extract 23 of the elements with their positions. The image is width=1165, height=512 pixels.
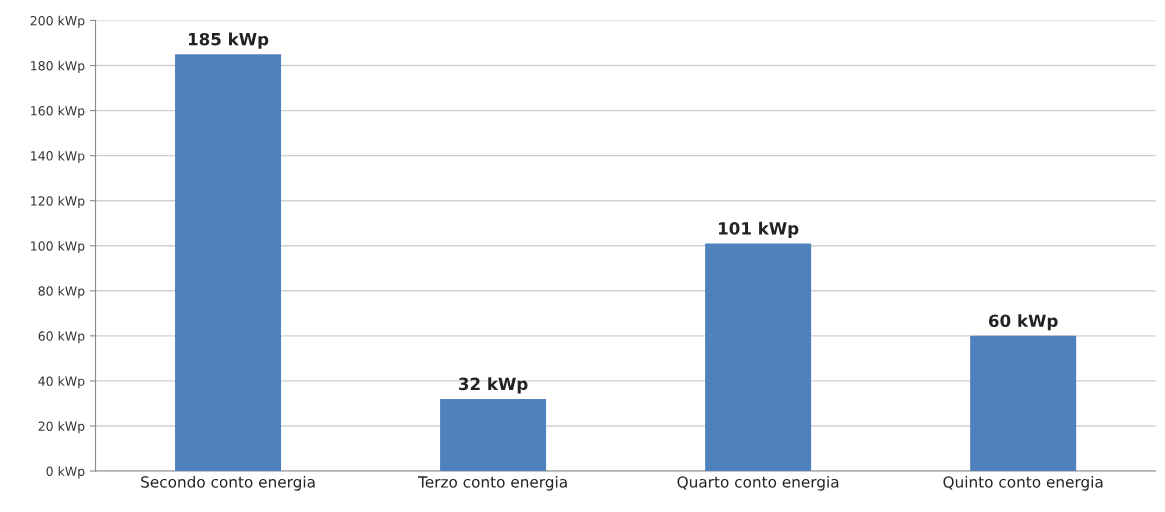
bar (175, 54, 282, 472)
y-tick-label: 120 kWp (31, 195, 85, 209)
y-tick-label: 40 kWp (38, 376, 85, 389)
data-label: 185 kWp (188, 32, 269, 49)
y-tick-label: 180 kWp (31, 60, 85, 73)
y-tick-label: 60 kWp (38, 331, 85, 344)
y-tick-label: 140 kWp (31, 150, 85, 163)
x-tick-label: Quarto conto energia (677, 475, 839, 491)
x-tick-label: Quinto conto energia (943, 475, 1103, 491)
bar (970, 335, 1077, 472)
y-tick-label: 80 kWp (38, 286, 85, 299)
y-tick-label: 200 kWp (30, 15, 85, 28)
y-tick-label: 0 kWp (46, 466, 85, 479)
y-tick-label: 20 kWp (38, 421, 85, 434)
data-label: 60 kWp (989, 314, 1058, 331)
x-tick-label: Terzo conto energia (418, 475, 567, 491)
bar (705, 243, 812, 472)
data-label: 101 kWp (719, 221, 799, 238)
bar (440, 398, 547, 472)
x-tick-label: Secondo conto energia (141, 475, 315, 491)
data-label: 32 kWp (459, 377, 528, 394)
y-tick-label: 160 kWp (31, 105, 85, 118)
y-tick-label: 100 kWp (31, 241, 85, 254)
